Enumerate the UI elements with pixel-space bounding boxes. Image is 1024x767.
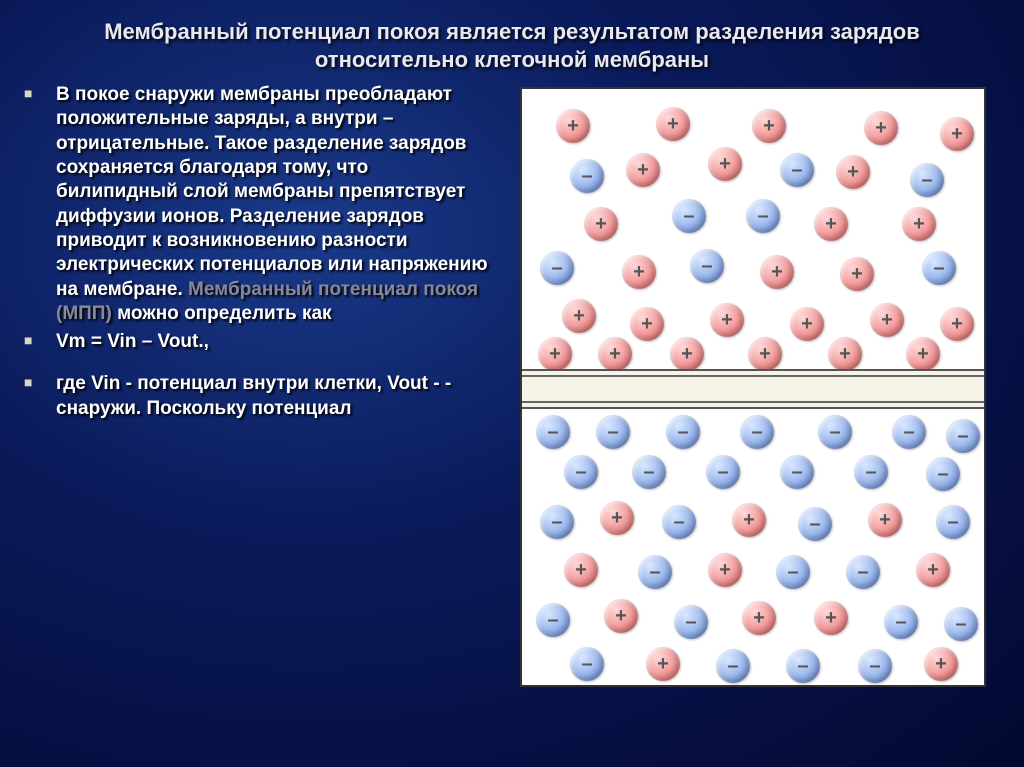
bullet-3-text: где Vin - потенциал внутри клетки, Vout … — [56, 373, 451, 418]
negative-ion: – — [706, 455, 740, 489]
negative-ion: – — [776, 555, 810, 589]
membrane-diagram: +++++–++–+–+––++–+–++–++++++++++++ –––––… — [520, 87, 986, 687]
positive-ion: + — [906, 337, 940, 371]
negative-ion: – — [536, 603, 570, 637]
negative-ion: – — [818, 415, 852, 449]
positive-ion: + — [760, 255, 794, 289]
negative-ion: – — [690, 249, 724, 283]
negative-ion: – — [564, 455, 598, 489]
content-row: В покое снаружи мембраны преобладают пол… — [0, 83, 1024, 687]
positive-ion: + — [836, 155, 870, 189]
positive-ion: + — [646, 647, 680, 681]
negative-ion: – — [922, 251, 956, 285]
positive-ion: + — [828, 337, 862, 371]
bullet-2: Vm = Vin – Vout., — [48, 330, 488, 354]
positive-ion: + — [940, 307, 974, 341]
positive-ion: + — [622, 255, 656, 289]
bullet-1-text-a: В покое снаружи мембраны преобладают пол… — [56, 84, 488, 300]
negative-ion: – — [780, 455, 814, 489]
positive-ion: + — [732, 503, 766, 537]
negative-ion: – — [854, 455, 888, 489]
positive-ion: + — [752, 109, 786, 143]
positive-ion: + — [538, 337, 572, 371]
negative-ion: – — [944, 607, 978, 641]
negative-ion: – — [786, 649, 820, 683]
bullet-1-text-b: можно определить как — [117, 303, 331, 324]
bullet-1: В покое снаружи мембраны преобладают пол… — [48, 83, 488, 326]
negative-ion: – — [596, 415, 630, 449]
text-column: В покое снаружи мембраны преобладают пол… — [18, 83, 488, 687]
positive-ion: + — [870, 303, 904, 337]
positive-ion: + — [748, 337, 782, 371]
positive-ion: + — [864, 111, 898, 145]
positive-ion: + — [916, 553, 950, 587]
positive-ion: + — [556, 109, 590, 143]
slide-title: Мембранный потенциал покоя является резу… — [0, 0, 1024, 83]
negative-ion: – — [858, 649, 892, 683]
membrane-layer — [522, 369, 984, 409]
diagram-column: +++++–++–+–+––++–+–++–++++++++++++ –––––… — [500, 83, 1006, 687]
negative-ion: – — [892, 415, 926, 449]
negative-ion: – — [936, 505, 970, 539]
positive-ion: + — [562, 299, 596, 333]
positive-ion: + — [564, 553, 598, 587]
negative-ion: – — [666, 415, 700, 449]
positive-ion: + — [626, 153, 660, 187]
positive-ion: + — [814, 207, 848, 241]
negative-ion: – — [536, 415, 570, 449]
negative-ion: – — [674, 605, 708, 639]
negative-ion: – — [780, 153, 814, 187]
bullet-3: где Vin - потенциал внутри клетки, Vout … — [48, 372, 488, 421]
negative-ion: – — [926, 457, 960, 491]
negative-ion: – — [570, 647, 604, 681]
positive-ion: + — [710, 303, 744, 337]
negative-ion: – — [540, 505, 574, 539]
negative-ion: – — [638, 555, 672, 589]
positive-ion: + — [708, 553, 742, 587]
bullet-2-text: Vm = Vin – Vout., — [56, 331, 209, 352]
positive-ion: + — [940, 117, 974, 151]
negative-ion: – — [672, 199, 706, 233]
positive-ion: + — [584, 207, 618, 241]
negative-ion: – — [540, 251, 574, 285]
negative-ion: – — [846, 555, 880, 589]
negative-ion: – — [632, 455, 666, 489]
negative-ion: – — [884, 605, 918, 639]
positive-ion: + — [598, 337, 632, 371]
extracellular-region: +++++–++–+–+––++–+–++–++++++++++++ — [522, 89, 984, 369]
negative-ion: – — [746, 199, 780, 233]
intracellular-region: ––––––––––––––+–+–+–+–+––+–+–++–––+–––+ — [522, 409, 984, 685]
positive-ion: + — [790, 307, 824, 341]
positive-ion: + — [708, 147, 742, 181]
negative-ion: – — [946, 419, 980, 453]
positive-ion: + — [868, 503, 902, 537]
positive-ion: + — [670, 337, 704, 371]
positive-ion: + — [742, 601, 776, 635]
positive-ion: + — [814, 601, 848, 635]
negative-ion: – — [910, 163, 944, 197]
positive-ion: + — [902, 207, 936, 241]
negative-ion: – — [570, 159, 604, 193]
positive-ion: + — [656, 107, 690, 141]
positive-ion: + — [604, 599, 638, 633]
negative-ion: – — [740, 415, 774, 449]
negative-ion: – — [716, 649, 750, 683]
negative-ion: – — [798, 507, 832, 541]
positive-ion: + — [924, 647, 958, 681]
positive-ion: + — [840, 257, 874, 291]
negative-ion: – — [662, 505, 696, 539]
positive-ion: + — [600, 501, 634, 535]
positive-ion: + — [630, 307, 664, 341]
